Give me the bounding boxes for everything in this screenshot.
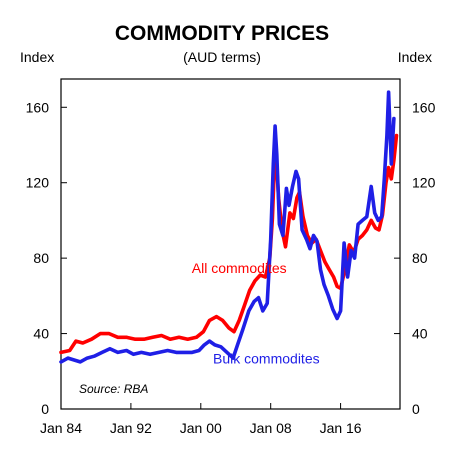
y-tick-label-left-160: 160 <box>26 99 50 115</box>
y-tick-label-right-0: 0 <box>412 401 420 417</box>
y-tick-label-left-120: 120 <box>26 175 50 191</box>
y-tick-label-right-120: 120 <box>412 175 436 191</box>
y-tick-label-right-80: 80 <box>412 250 428 266</box>
series-label-all-commodites: All commodites <box>192 260 287 276</box>
chart-subtitle: (AUD terms) <box>183 49 261 65</box>
plot-area: Jan 84 Jan 92 Jan 00 Jan 08 Jan 16 0 40 80 120 1… <box>26 78 436 436</box>
y-tick-label-left-0: 0 <box>41 401 49 417</box>
x-tick-label-jan-00: Jan 00 <box>180 420 222 436</box>
y-tick-label-right-40: 40 <box>412 326 428 342</box>
x-tick-label-jan-16: Jan 16 <box>320 420 362 436</box>
chart-title: COMMODITY PRICES <box>115 22 329 45</box>
y-tick-label-left-40: 40 <box>33 326 49 342</box>
right-axis-unit-label: Index <box>398 49 432 65</box>
series-line-bulk-commodites <box>59 90 396 364</box>
y-tick-label-left-80: 80 <box>33 250 49 266</box>
x-tick-label-jan-92: Jan 92 <box>110 420 152 436</box>
series-line-all-commodites <box>59 133 399 355</box>
x-tick-label-jan-84: Jan 84 <box>40 420 82 436</box>
left-axis-unit-label: Index <box>20 49 54 65</box>
x-tick-label-jan-08: Jan 08 <box>250 420 292 436</box>
series-label-bulk-commodites: Bulk commodites <box>213 351 320 367</box>
plot-frame <box>60 78 401 410</box>
y-tick-label-right-160: 160 <box>412 99 436 115</box>
source-note: Source: RBA <box>79 382 148 396</box>
